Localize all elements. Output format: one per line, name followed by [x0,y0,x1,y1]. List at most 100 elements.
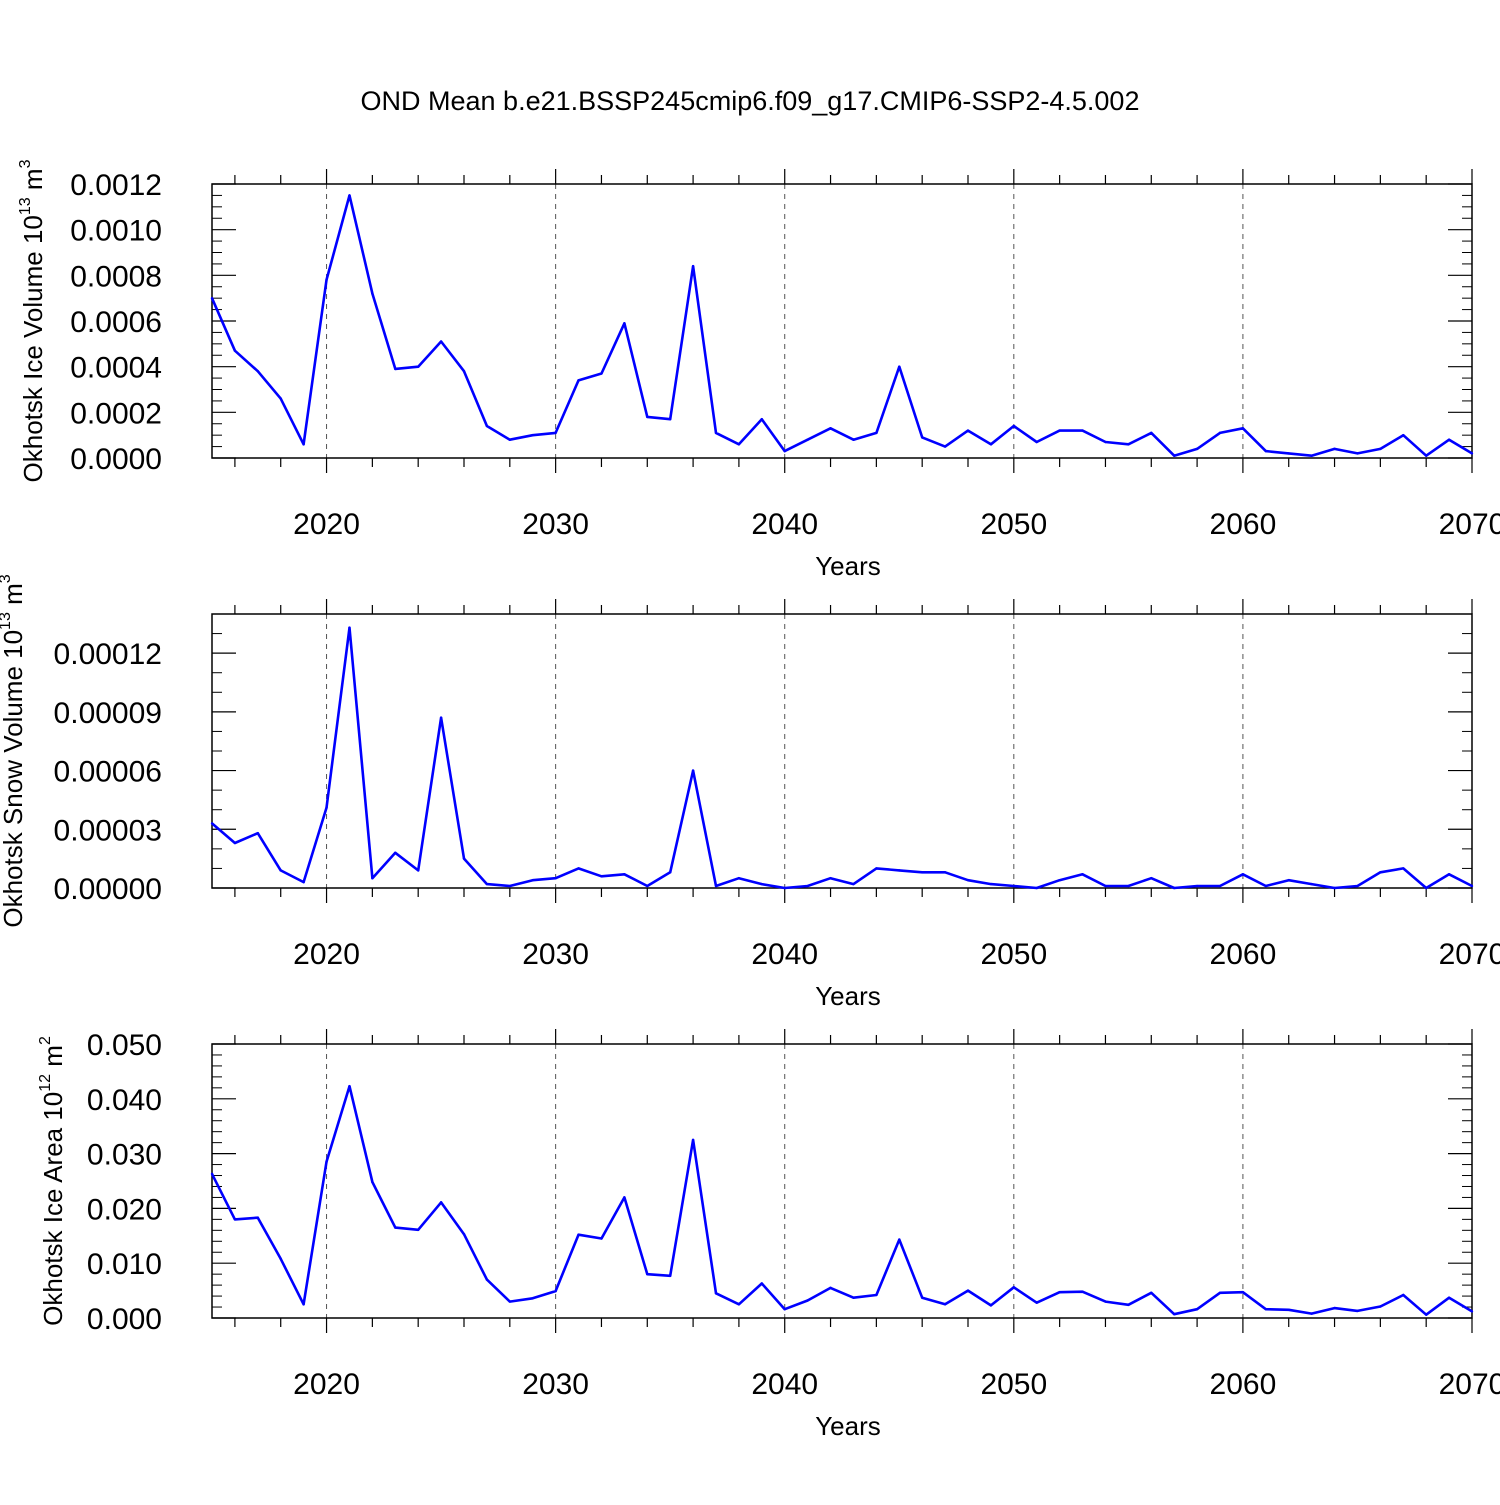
data-point [600,875,603,878]
data-point [508,1300,512,1303]
data-point [256,1216,260,1219]
data-point [439,716,443,719]
y-axis-label-text: m [38,1045,68,1074]
data-point [623,873,626,876]
data-point [806,1299,809,1302]
x-tick-label: 2030 [522,508,589,541]
data-point [302,880,305,884]
data-point [1081,873,1084,876]
x-tick-label: 2060 [1210,508,1277,541]
data-point [943,1303,947,1306]
data-point [623,322,626,325]
data-point [691,769,695,772]
data-point [416,365,420,368]
data-point [1241,873,1245,876]
series-line [211,626,1473,890]
data-point [1402,1293,1405,1297]
data-point [1379,871,1382,874]
data-point [920,1296,924,1299]
data-point [462,857,466,860]
y-axis-label-text: m [18,168,48,197]
x-tick-label: 2020 [293,938,360,971]
y-tick-label: 0.000 [87,1303,162,1336]
data-point [1333,886,1336,890]
data-point [1310,454,1313,457]
x-tick-label: 2060 [1210,938,1277,971]
data-point [1058,878,1061,882]
data-point [371,877,374,880]
data-point [806,884,809,888]
x-tick-label: 2020 [293,508,360,541]
data-point [1402,433,1405,437]
y-axis-label-superscript: 12 [37,1074,54,1092]
data-point [920,871,924,874]
data-point [485,882,489,886]
data-point [416,1228,420,1231]
data-point [623,1196,626,1199]
data-point [1035,1301,1038,1304]
data-point [348,194,351,197]
data-point [1035,886,1038,890]
data-point [668,871,672,874]
data-point [1104,1300,1107,1303]
data-point [1195,1308,1199,1311]
y-tick-label: 0.040 [87,1084,162,1117]
data-point [1218,1291,1222,1294]
data-point [646,884,649,888]
data-point [577,379,580,382]
data-point [943,445,947,448]
data-point [646,415,649,419]
y-tick-label: 0.00009 [54,697,162,730]
y-axis-label-text: Okhotsk Snow Volume 10 [0,630,28,928]
x-tick-label: 2030 [522,1368,589,1401]
data-point [966,429,970,432]
x-tick-label: 2040 [751,938,818,971]
data-point [943,871,947,874]
data-point [1058,1291,1061,1294]
data-point [1127,443,1130,446]
y-tick-label: 0.030 [87,1139,162,1172]
data-point [531,433,534,437]
data-point [416,869,420,872]
x-tick-label: 2050 [980,508,1047,541]
x-tick-label: 2060 [1210,1368,1277,1401]
data-point [302,1303,305,1306]
data-point [508,884,512,888]
data-point [531,878,534,882]
data-point [737,877,741,880]
data-point [325,806,328,809]
data-point [1241,427,1245,430]
data-point [1424,1313,1428,1316]
data-point [554,1289,557,1293]
y-tick-label: 0.0010 [70,215,162,248]
data-point [646,1272,649,1276]
data-point [1310,1312,1313,1315]
data-point [920,436,924,439]
data-point [577,1233,580,1236]
data-point [1264,449,1268,453]
data-point [439,1201,443,1204]
data-point [737,443,741,446]
data-point [760,1282,764,1285]
data-point [1241,1291,1245,1294]
data-point [1287,452,1290,455]
data-point [1333,447,1336,451]
data-point [829,1286,832,1290]
data-point [1356,452,1359,455]
data-point [966,1289,970,1292]
data-point [1379,1305,1382,1308]
y-axis-label: Okhotsk Ice Volume 1013 m3 [17,159,48,482]
data-point [394,851,397,854]
data-point [1035,440,1038,444]
y-axis-label-superscript: 3 [0,574,14,583]
data-point [1081,1290,1084,1293]
data-point [760,417,764,421]
data-point [325,1160,328,1164]
y-tick-label: 0.00006 [54,756,162,789]
data-point [875,1293,878,1297]
data-point [1470,1310,1474,1313]
data-point [394,1226,397,1229]
x-tick-label: 2070 [1439,1368,1500,1401]
x-tick-label: 2070 [1439,938,1500,971]
data-point [1218,884,1222,888]
